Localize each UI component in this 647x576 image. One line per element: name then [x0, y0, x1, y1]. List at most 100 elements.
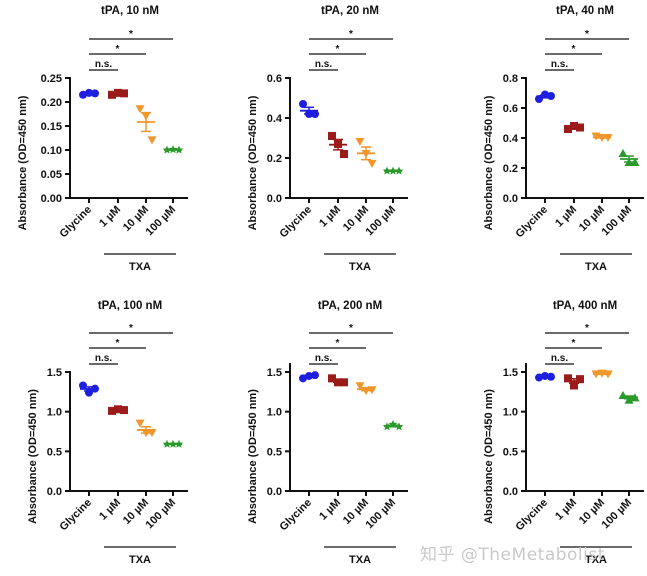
- y-axis-label: Absorbance (OD=450 nm): [247, 389, 259, 524]
- data-series: [79, 88, 99, 99]
- data-series: [135, 105, 157, 145]
- chart-panel: tPA, 10 nM 0.00 0.05 0.10 0.15 0.20 0.25 Absorb…: [17, 5, 188, 273]
- data-point: [367, 160, 377, 168]
- y-tick-label: 0.25: [41, 73, 62, 85]
- chart-title: tPA, 200 nM: [318, 300, 382, 312]
- data-series: [355, 138, 377, 168]
- y-tick-label: 1.5: [503, 367, 518, 379]
- group-label: TXA: [129, 554, 151, 566]
- y-tick-label: 0.0: [503, 193, 518, 205]
- x-category-label: Glycine: [58, 497, 95, 534]
- y-tick-label: 0.4: [503, 133, 519, 145]
- data-point: [340, 378, 348, 387]
- data-point: [570, 381, 578, 390]
- x-category-label: Glycine: [514, 497, 551, 534]
- data-series: [591, 369, 613, 379]
- data-point: [299, 100, 307, 108]
- data-point: [135, 105, 145, 114]
- chart-panel: tPA, 200 nM 0.0 0.5 1.0 1.5 Absorbance (OD=45…: [247, 300, 408, 566]
- y-tick-label: 0.15: [41, 121, 62, 133]
- significance-label: n.s.: [315, 59, 332, 70]
- data-point: [630, 158, 640, 166]
- data-series: [79, 381, 99, 397]
- y-tick-label: 1.0: [503, 407, 518, 419]
- y-axis-label: Absorbance (OD=450 nm): [27, 389, 39, 524]
- y-axis-label: Absorbance (OD=450 nm): [483, 95, 495, 230]
- data-series: [162, 145, 184, 154]
- data-series: [328, 374, 348, 387]
- x-category-label: 100 µM: [600, 204, 635, 239]
- data-point: [340, 150, 348, 158]
- data-point: [564, 125, 572, 133]
- y-tick-label: 0.10: [41, 145, 62, 157]
- data-point: [355, 138, 365, 146]
- chart-panel: tPA, 40 nM 0.0 0.2 0.4 0.6 0.8 Absorbance (OD=…: [483, 5, 644, 273]
- chart-title: tPA, 20 nM: [321, 5, 379, 17]
- significance-label: *: [585, 29, 589, 40]
- y-tick-label: 0.5: [267, 446, 282, 458]
- y-tick-label: 0.6: [503, 103, 518, 115]
- x-category-label: Glycine: [278, 497, 315, 534]
- chart-panel: tPA, 400 nM 0.0 0.5 1.0 1.5 Absorbance (OD=45…: [483, 300, 644, 566]
- data-point: [311, 110, 319, 118]
- group-label: TXA: [585, 554, 607, 566]
- data-series: [162, 439, 184, 448]
- data-point: [108, 90, 116, 99]
- data-series: [382, 419, 404, 431]
- chart-panel: tPA, 100 nM 0.0 0.5 1.0 1.5 Absorbance (OD=45…: [27, 300, 188, 566]
- y-tick-label: 0.00: [41, 193, 62, 205]
- significance-label: n.s.: [551, 59, 568, 70]
- significance-label: *: [572, 44, 576, 55]
- y-axis-label: Absorbance (OD=450 nm): [247, 95, 259, 230]
- y-tick-label: 0.0: [267, 193, 282, 205]
- data-point: [328, 132, 336, 140]
- data-point: [147, 429, 157, 438]
- x-category-label: 100 µM: [600, 497, 635, 532]
- data-point: [147, 136, 157, 145]
- x-category-label: Glycine: [514, 204, 551, 241]
- significance-label: n.s.: [95, 353, 112, 364]
- significance-label: n.s.: [551, 353, 568, 364]
- y-tick-label: 0.5: [503, 446, 518, 458]
- y-tick-label: 0.8: [503, 73, 518, 85]
- data-point: [576, 375, 584, 384]
- significance-label: n.s.: [315, 353, 332, 364]
- x-category-label: 100 µM: [364, 204, 399, 239]
- data-series: [564, 374, 584, 390]
- significance-label: *: [349, 323, 353, 334]
- y-tick-label: 0.0: [47, 486, 62, 498]
- significance-label: *: [336, 44, 340, 55]
- y-tick-label: 0.05: [41, 169, 62, 181]
- x-category-label: 1 µM: [317, 497, 343, 523]
- x-category-label: 1 µM: [97, 497, 123, 523]
- y-tick-label: 1.5: [267, 367, 282, 379]
- group-label: TXA: [129, 261, 151, 273]
- chart-title: tPA, 100 nM: [98, 300, 162, 312]
- data-point: [328, 374, 336, 383]
- data-series: [299, 100, 319, 118]
- y-tick-label: 0.6: [267, 73, 282, 85]
- significance-label: *: [336, 338, 340, 349]
- data-series: [382, 166, 404, 175]
- y-tick-label: 0.2: [503, 163, 518, 175]
- data-series: [535, 90, 555, 103]
- group-label: TXA: [585, 261, 607, 273]
- y-tick-label: 1.5: [47, 367, 62, 379]
- chart-panel: tPA, 20 nM 0.0 0.2 0.4 0.6 Absorbance (OD=450…: [247, 5, 408, 273]
- significance-label: *: [116, 338, 120, 349]
- group-label: TXA: [349, 554, 371, 566]
- data-series: [618, 391, 640, 404]
- significance-label: *: [129, 323, 133, 334]
- data-series: [564, 122, 584, 133]
- y-axis-label: Absorbance (OD=450 nm): [483, 389, 495, 524]
- chart-title: tPA, 40 nM: [556, 5, 614, 17]
- data-point: [355, 382, 365, 391]
- data-series: [618, 149, 640, 166]
- data-series: [535, 371, 555, 382]
- y-tick-label: 1.0: [267, 407, 282, 419]
- data-point: [618, 149, 628, 157]
- y-tick-label: 0.0: [503, 486, 518, 498]
- x-category-label: Glycine: [58, 204, 95, 241]
- data-series: [108, 88, 128, 99]
